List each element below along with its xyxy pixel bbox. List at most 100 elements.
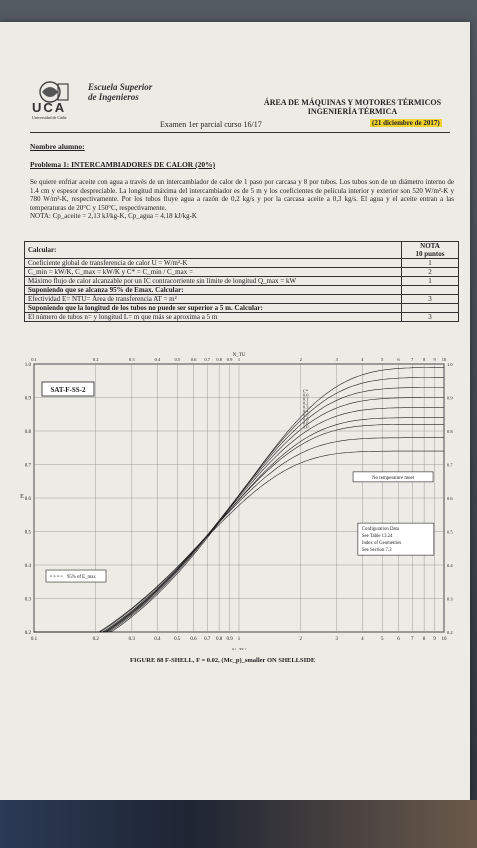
logo-subtitle: Universidad de Cádiz (32, 115, 67, 120)
problem-title: Problema 1: INTERCAMBIADORES DE CALOR (2… (30, 160, 216, 169)
dept-line-1: ÁREA DE MÁQUINAS Y MOTORES TÉRMICOS (263, 98, 442, 107)
x-tick-label-top: 3 (336, 357, 339, 362)
effectiveness-chart: 0.10.10.20.20.30.30.40.40.50.50.60.60.70… (20, 353, 453, 650)
nota-header-2: 10 puntos (415, 250, 445, 258)
y-axis-label: E (20, 494, 24, 500)
row-text: Suponiendo que la longitud de los tubos … (24, 303, 402, 313)
dept-line-2: INGENIERÍA TÉRMICA (307, 107, 398, 116)
x-tick-label: 1 (238, 637, 241, 642)
calc-table: Calcular: NOTA 10 puntos Coeficiente glo… (24, 241, 459, 322)
x-axis-label: N_TU (232, 648, 246, 650)
x-tick-label: 0.6 (190, 637, 197, 642)
table-row: Coeficiente global de transferencia de c… (24, 258, 459, 268)
table-row: El número de tubos n= y longitud L= m qu… (24, 312, 459, 322)
title-box (41, 381, 95, 397)
curve-1-0 (34, 450, 444, 633)
row-score: 3 (401, 294, 459, 304)
table-row: C_min = kW/K, C_max = kW/K y C* = C_min … (24, 267, 459, 277)
uca-logo-icon (39, 81, 69, 103)
legend-box (45, 569, 107, 583)
exam-title: Examen 1er parcial curso 16/17 (160, 120, 262, 129)
curve-label: 1.0 (303, 425, 309, 430)
y-tick-label: 0.5 (25, 531, 32, 536)
y-tick-label-right: 0.6 (447, 496, 453, 501)
x-tick-label-top: 7 (411, 357, 414, 362)
x-tick-label: 0.7 (204, 637, 211, 642)
x-tick-label: 10 (442, 637, 448, 642)
y-tick-label-right: 0.3 (447, 597, 453, 602)
x-tick-label: 3 (336, 637, 339, 642)
row-text: El número de tubos n= y longitud L= m qu… (24, 312, 402, 322)
x-tick-label-top: 0.9 (227, 357, 233, 362)
x-tick-label: 8 (423, 637, 426, 642)
x-tick-label-top: 2 (300, 357, 302, 362)
y-tick-label-right: 0.8 (447, 429, 453, 434)
y-tick-label: 0.2 (25, 631, 32, 636)
x-tick-label: 9 (433, 637, 436, 642)
exam-date: (21 diciembre de 2017) (370, 119, 442, 127)
x-tick-label: 0.1 (31, 637, 38, 642)
x-tick-label-top: 0.1 (31, 357, 37, 362)
curve-label: 0.0 (303, 392, 309, 397)
config-line-1: Configuration Data (362, 527, 400, 532)
curve-label: 0.1 (303, 397, 309, 402)
table-row: Suponiendo que se alcanza 95% de Emax. C… (24, 285, 459, 295)
row-text: Suponiendo que se alcanza 95% de Emax. C… (24, 285, 402, 295)
y-tick-label: 0.6 (25, 497, 32, 502)
x-tick-label: 0.2 (93, 637, 100, 642)
school-line-1: Escuela Superior (88, 82, 153, 92)
logo-text: UCA (32, 100, 67, 115)
y-tick-label-right: 0.2 (447, 630, 453, 635)
config-line-4: See Section 7.3 (362, 548, 392, 553)
row-text: Máximo flujo de calor alcanzable por un … (24, 276, 402, 286)
curve-label: 0.5 (303, 413, 309, 418)
x-tick-label-top: 0.4 (155, 357, 161, 362)
school-line-2: de Ingenieros (88, 92, 139, 102)
row-score: 1 (401, 258, 459, 268)
curve-label: 0.8 (303, 421, 309, 426)
x-tick-label: 0.8 (216, 637, 223, 642)
curve-label: 0.4 (303, 409, 309, 414)
x-tick-label-top: 9 (433, 357, 436, 362)
exam-sheet: UCA Universidad de Cádiz Escuela Superio… (0, 22, 470, 812)
y-tick-label-right: 0.5 (447, 530, 453, 535)
background-fabric (0, 800, 477, 848)
curve-0-6 (34, 424, 444, 633)
row-score: 2 (401, 267, 459, 277)
nota-text: NOTA: Cp_aceite = 2,13 kJ/kg-K, Cp_agua … (30, 212, 197, 221)
table-row: Suponiendo que la longitud de los tubos … (24, 303, 459, 313)
x-tick-label-top: 0.7 (204, 357, 210, 362)
y-tick-label: 1.0 (25, 363, 32, 368)
x-tick-label: 2 (299, 637, 302, 642)
y-tick-label-right: 0.7 (447, 463, 453, 468)
x-tick-label: 5 (381, 637, 384, 642)
row-score (401, 303, 459, 313)
legend-label: 95% of E_max (67, 575, 96, 580)
row-text: C_min = kW/K, C_max = kW/K y C* = C_min … (24, 267, 402, 277)
school-name: Escuela Superior de Ingenieros (88, 82, 152, 102)
row-score: 1 (401, 276, 459, 286)
y-tick-label: 0.7 (25, 464, 32, 469)
no-temp-label: No temperature meet (372, 476, 415, 481)
x-tick-label-top: 0.8 (216, 357, 222, 362)
student-label: Nombre alumno: (30, 142, 85, 151)
x-tick-label: 0.3 (129, 637, 136, 642)
y-tick-label: 0.9 (25, 397, 32, 402)
x-tick-label: 0.4 (154, 637, 161, 642)
x-tick-label-top: 4 (361, 357, 364, 362)
curve-0-8 (34, 437, 444, 633)
y-tick-label: 0.8 (25, 430, 32, 435)
table-row: Máximo flujo de calor alcanzable por un … (24, 276, 459, 286)
x-tick-label-top: 0.2 (93, 357, 99, 362)
calc-header: Calcular: (24, 241, 402, 259)
row-text: Coeficiente global de transferencia de c… (24, 258, 402, 268)
x-tick-label: 0.5 (174, 637, 181, 642)
x-tick-label: 4 (361, 637, 364, 642)
problem-statement: Se quiere enfriar aceite con agua a trav… (30, 178, 454, 221)
chart-title: SAT-F-SS-2 (50, 386, 86, 394)
y-tick-label-right: 1.0 (447, 362, 453, 367)
nota-header: NOTA 10 puntos (401, 241, 459, 259)
curve-label: 0.6 (303, 417, 309, 422)
x-tick-label: 6 (397, 637, 400, 642)
